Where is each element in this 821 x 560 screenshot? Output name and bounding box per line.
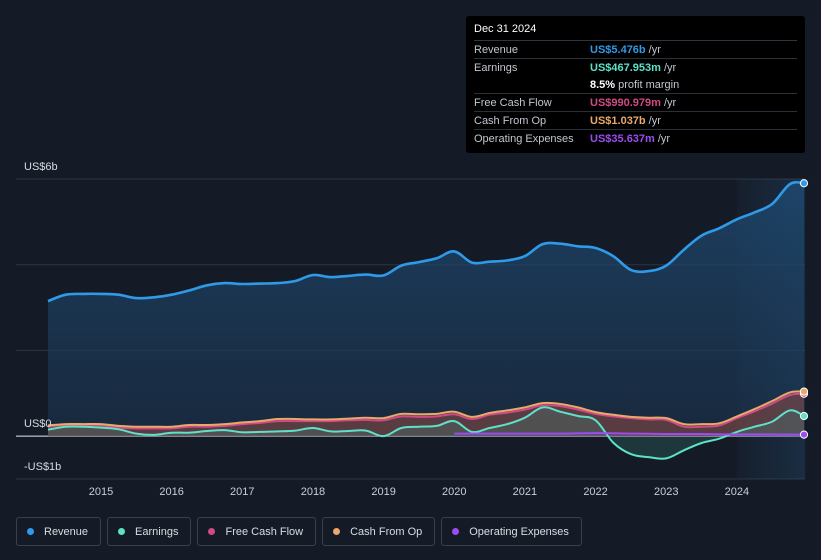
x-tick-label: 2024 bbox=[725, 486, 749, 498]
legend-item-operating-expenses[interactable]: Operating Expenses bbox=[441, 517, 582, 546]
tooltip-row-earnings: Earnings US$467.953m /yr bbox=[474, 59, 797, 76]
legend-item-revenue[interactable]: Revenue bbox=[16, 517, 102, 546]
tooltip-value: US$467.953m bbox=[590, 61, 661, 74]
tooltip-row-profit-margin: 8.5% profit margin bbox=[474, 76, 797, 94]
legend-label: Revenue bbox=[44, 525, 89, 538]
x-tick-label: 2019 bbox=[371, 486, 395, 498]
legend-dot-icon bbox=[333, 528, 341, 535]
y-axis-labels: US$6b US$0 -US$1b bbox=[24, 161, 61, 473]
profit-margin-value: 8.5% bbox=[590, 78, 616, 91]
operating-expenses-end-dot bbox=[799, 430, 809, 439]
tooltip-date: Dec 31 2024 bbox=[474, 23, 797, 41]
tooltip-unit: /yr bbox=[648, 43, 661, 56]
cash-from-op-line bbox=[47, 390, 805, 428]
x-axis-ticks: 2015 2016 2017 2018 2019 2020 2021 2022 2023 2024 bbox=[89, 486, 749, 498]
tooltip-value: US$5.476b bbox=[590, 43, 646, 56]
legend-dot-icon bbox=[208, 528, 216, 535]
x-tick-label: 2022 bbox=[583, 486, 607, 498]
legend-dot-icon bbox=[118, 528, 126, 535]
y-axis-label: US$0 bbox=[24, 418, 52, 430]
legend-label: Cash From Op bbox=[350, 525, 423, 538]
legend-label: Free Cash Flow bbox=[225, 525, 304, 538]
operating-expenses-line bbox=[454, 432, 805, 436]
legend: Revenue Earnings Free Cash Flow Cash Fro… bbox=[16, 517, 582, 546]
tooltip-label: Cash From Op bbox=[474, 114, 547, 127]
tooltip-value: US$990.979m bbox=[590, 96, 661, 109]
x-tick-label: 2021 bbox=[513, 486, 537, 498]
tooltip-label: Free Cash Flow bbox=[474, 96, 552, 109]
free-cash-flow-line bbox=[47, 392, 805, 430]
revenue-line bbox=[47, 180, 805, 303]
x-tick-label: 2017 bbox=[230, 486, 254, 498]
series-end-dots bbox=[799, 179, 809, 439]
legend-item-cash-from-op[interactable]: Cash From Op bbox=[322, 517, 436, 546]
legend-item-earnings[interactable]: Earnings bbox=[107, 517, 192, 546]
legend-label: Operating Expenses bbox=[469, 525, 569, 538]
legend-dot-icon bbox=[27, 528, 34, 535]
y-axis-label: -US$1b bbox=[24, 461, 61, 473]
tooltip-row-free-cash-flow: Free Cash Flow US$990.979m /yr bbox=[474, 94, 797, 112]
tooltip-value: US$35.637m bbox=[590, 132, 655, 145]
legend-label: Earnings bbox=[135, 525, 179, 538]
tooltip-label: Revenue bbox=[474, 43, 519, 56]
y-axis-label: US$6b bbox=[24, 161, 58, 173]
cash-from-op-end-dot bbox=[799, 387, 809, 396]
tooltip-label: Operating Expenses bbox=[474, 132, 574, 145]
earnings-area bbox=[48, 407, 804, 459]
tooltip-unit: /yr bbox=[648, 114, 661, 127]
tooltip-value: US$1.037b bbox=[590, 114, 646, 127]
tooltip-row-revenue: Revenue US$5.476b /yr bbox=[474, 41, 797, 59]
tooltip-unit: /yr bbox=[663, 61, 677, 74]
earnings-end-dot bbox=[799, 411, 809, 421]
tooltip-unit: /yr bbox=[663, 96, 677, 109]
x-tick-label: 2023 bbox=[654, 486, 678, 498]
profit-margin-label: profit margin bbox=[618, 78, 680, 91]
earnings-line bbox=[47, 406, 805, 460]
x-tick-label: 2016 bbox=[159, 486, 183, 498]
series-lines bbox=[47, 180, 805, 460]
tooltip-unit: /yr bbox=[657, 132, 671, 145]
revenue-end-dot bbox=[799, 179, 809, 188]
x-tick-label: 2015 bbox=[89, 486, 113, 498]
tooltip-label: Earnings bbox=[474, 61, 518, 74]
legend-dot-icon bbox=[452, 528, 460, 535]
x-tick-label: 2020 bbox=[442, 486, 466, 498]
revenue-area bbox=[48, 182, 804, 437]
tooltip-row-cash-from-op: Cash From Op US$1.037b /yr bbox=[474, 112, 797, 130]
tooltip: Dec 31 2024 Revenue US$5.476b /yr Earnin… bbox=[466, 16, 805, 153]
x-tick-label: 2018 bbox=[301, 486, 325, 498]
legend-item-free-cash-flow[interactable]: Free Cash Flow bbox=[197, 517, 317, 546]
tooltip-row-operating-expenses: Operating Expenses US$35.637m /yr bbox=[474, 130, 797, 147]
